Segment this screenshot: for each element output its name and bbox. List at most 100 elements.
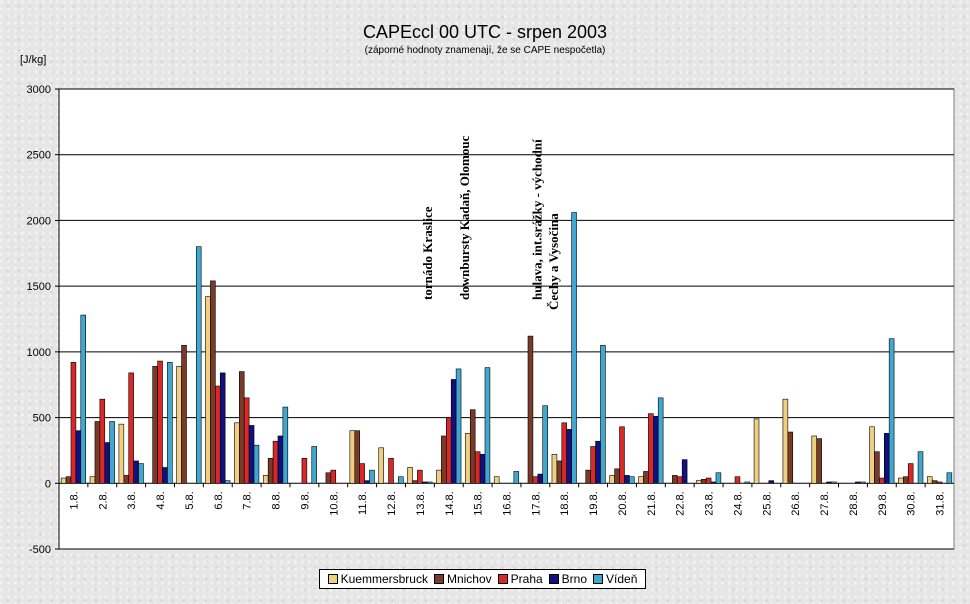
bar <box>479 454 486 484</box>
bar <box>359 463 365 484</box>
bar <box>874 451 880 484</box>
bar <box>474 451 481 484</box>
chart-title: CAPEccl 00 UTC - srpen 2003 <box>362 22 608 42</box>
bar <box>696 480 702 484</box>
bar <box>80 314 87 484</box>
bar <box>744 481 751 484</box>
legend-label: Mnichov <box>446 572 492 586</box>
bar <box>181 344 187 484</box>
bar <box>195 246 202 484</box>
bar <box>551 454 558 484</box>
bar <box>243 397 250 484</box>
bar <box>407 467 413 484</box>
y-tick-label: 1000 <box>27 347 51 359</box>
x-tick-label: 9.8. <box>299 491 311 509</box>
bar <box>349 430 356 484</box>
bar <box>638 476 644 484</box>
bar <box>907 463 914 484</box>
bar <box>931 480 938 484</box>
bar <box>224 480 231 484</box>
bar <box>782 398 789 484</box>
x-tick-label: 6.8. <box>213 491 225 509</box>
bar <box>537 473 544 484</box>
x-tick-label: 2.8. <box>97 491 109 509</box>
x-tick-label: 7.8. <box>242 491 254 509</box>
bar <box>398 476 404 484</box>
x-tick-label: 4.8. <box>155 491 167 509</box>
annotation-label: downbursty Kadaň, Olomouc <box>457 135 472 300</box>
x-tick-label: 17.8. <box>530 491 542 515</box>
bar <box>248 425 255 484</box>
bar <box>301 458 308 484</box>
bar <box>883 433 890 484</box>
bar <box>600 344 606 484</box>
chart-subtitle: (záporné hodnoty znamenají, že se CAPE n… <box>364 45 606 56</box>
bar <box>710 481 717 484</box>
bar <box>619 426 625 484</box>
bar <box>811 435 818 484</box>
bar <box>513 471 520 484</box>
bar <box>378 447 384 484</box>
bar <box>104 442 110 484</box>
bar <box>118 423 125 484</box>
bar <box>926 476 933 484</box>
bar <box>465 433 471 484</box>
bar <box>590 446 596 484</box>
bar <box>138 463 144 484</box>
bar <box>657 397 664 484</box>
x-tick-label: 1.8. <box>68 491 80 509</box>
bar <box>219 372 226 484</box>
bar <box>532 476 539 484</box>
bar <box>614 468 620 484</box>
bar <box>715 472 722 484</box>
bar <box>469 409 476 484</box>
legend-item: Praha <box>497 572 543 586</box>
bar <box>446 417 452 484</box>
y-tick-label: 500 <box>33 413 51 425</box>
bar <box>388 458 394 484</box>
bar <box>585 469 591 484</box>
bar <box>676 476 683 484</box>
y-tick-label: 0 <box>45 478 51 490</box>
legend-swatch <box>433 574 444 584</box>
x-tick-label: 25.8. <box>761 491 773 515</box>
bar <box>364 480 370 484</box>
legend-swatch <box>497 574 508 584</box>
bar <box>561 422 567 484</box>
legend: Kuemmersbruck Mnichov Praha Brno Vídeň <box>319 569 646 589</box>
bar <box>556 460 563 484</box>
x-tick-label: 3.8. <box>126 491 138 509</box>
legend-item: Brno <box>548 572 588 586</box>
bar <box>700 479 707 484</box>
bar <box>75 430 82 484</box>
bar <box>417 469 423 484</box>
bar <box>354 430 360 484</box>
bar <box>624 475 630 484</box>
legend-swatch <box>327 574 338 584</box>
bar <box>369 469 375 484</box>
bar <box>826 481 832 484</box>
bar <box>70 362 77 484</box>
bar <box>436 469 442 484</box>
bar <box>167 362 173 484</box>
bar <box>267 458 274 484</box>
bar <box>65 476 72 484</box>
bar <box>215 385 221 484</box>
legend-swatch <box>593 574 604 584</box>
bar <box>855 481 861 484</box>
bar <box>860 481 866 484</box>
y-tick-label: 2000 <box>27 215 51 227</box>
legend-label: Brno <box>561 572 588 586</box>
bar <box>595 440 601 484</box>
x-tick-label: 8.8. <box>271 491 283 509</box>
bar <box>542 405 548 484</box>
bar <box>653 415 659 484</box>
bar <box>903 476 909 484</box>
bar <box>277 435 284 484</box>
x-tick-label: 16.8. <box>502 491 514 515</box>
bar <box>422 481 428 484</box>
x-tick-label: 31.8. <box>935 491 947 515</box>
bar <box>681 459 688 484</box>
x-tick-label: 18.8. <box>559 491 571 515</box>
bar <box>311 446 317 484</box>
